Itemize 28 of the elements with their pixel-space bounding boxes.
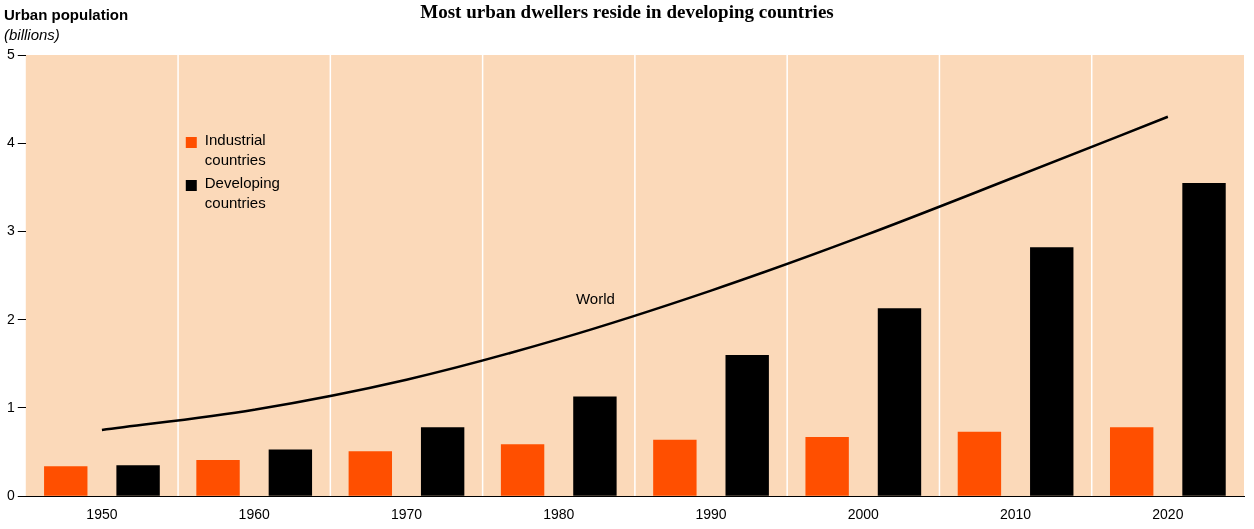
x-tick-label: 2020 — [1152, 506, 1184, 523]
legend-label: Industrial countries — [204, 130, 266, 168]
bar — [500, 444, 545, 496]
bar — [348, 451, 393, 496]
x-tick-label: 1990 — [695, 506, 727, 523]
y-tick-label: 5 — [6, 45, 15, 62]
series-label: World — [575, 289, 615, 307]
x-tick-label: 1950 — [86, 506, 118, 523]
x-tick-label: 2000 — [847, 506, 880, 523]
y-tick-label: 1 — [6, 398, 15, 415]
chart-title: Most urban dwellers reside in developing countries — [420, 1, 834, 23]
y-axis-title: Urban population (billions) — [4, 5, 129, 43]
y-tick-label: 4 — [6, 134, 15, 151]
x-tick-label: 2010 — [1000, 506, 1032, 523]
bar — [44, 466, 88, 496]
y-tick-label: 0 — [6, 487, 15, 504]
x-tick-label: 1960 — [238, 506, 270, 523]
legend-label: Developing countries — [204, 173, 280, 211]
y-tick-label: 3 — [6, 222, 15, 239]
x-tick-label: 1980 — [543, 506, 575, 523]
y-tick-label: 2 — [6, 310, 15, 327]
line-series — [100, 115, 1170, 432]
bar — [196, 460, 240, 496]
x-tick-label: 1970 — [390, 506, 423, 523]
bar — [653, 439, 697, 496]
bar — [957, 431, 1002, 496]
bar — [805, 437, 849, 496]
bar — [1110, 427, 1154, 496]
